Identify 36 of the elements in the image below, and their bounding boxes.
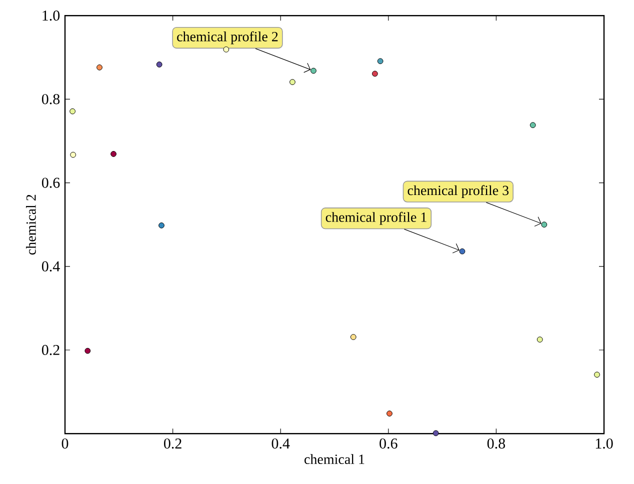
y-tick-label: 0.6	[42, 178, 60, 188]
annotation: chemical profile 1	[326, 212, 426, 225]
point	[84, 348, 91, 354]
x-tick-label: 0.4	[272, 438, 290, 449]
x-tick-label: 0.8	[487, 438, 506, 449]
annotation: chemical profile 2	[177, 31, 278, 44]
point	[70, 108, 76, 114]
x-axis-title: chemical 1	[304, 454, 364, 464]
point	[350, 334, 356, 340]
point	[96, 64, 102, 70]
annotation: chemical profile 3	[408, 185, 509, 198]
y-tick-label: 0.8	[42, 94, 60, 104]
point	[70, 152, 76, 158]
y-tick-label: 1.0	[42, 10, 60, 21]
point	[377, 58, 384, 64]
point	[158, 222, 164, 228]
point	[432, 430, 439, 436]
point	[459, 248, 466, 254]
point	[594, 372, 600, 378]
point	[530, 122, 536, 128]
point	[156, 62, 162, 68]
y-tick-label: 0.4	[42, 261, 60, 272]
point	[541, 222, 548, 228]
y-axis-title: chemical 2	[26, 194, 36, 255]
x-tick-label: 0.2	[164, 438, 182, 449]
point	[223, 46, 230, 52]
point	[110, 151, 116, 157]
x-tick-label: 0.6	[380, 438, 398, 449]
point	[290, 79, 296, 86]
point	[310, 68, 316, 74]
point	[536, 336, 543, 342]
y-tick-label: 0.2	[42, 344, 60, 356]
point	[372, 70, 378, 77]
point	[386, 410, 392, 416]
x-tick-label: 0	[62, 438, 68, 449]
x-tick-label: 1.0	[596, 438, 613, 449]
